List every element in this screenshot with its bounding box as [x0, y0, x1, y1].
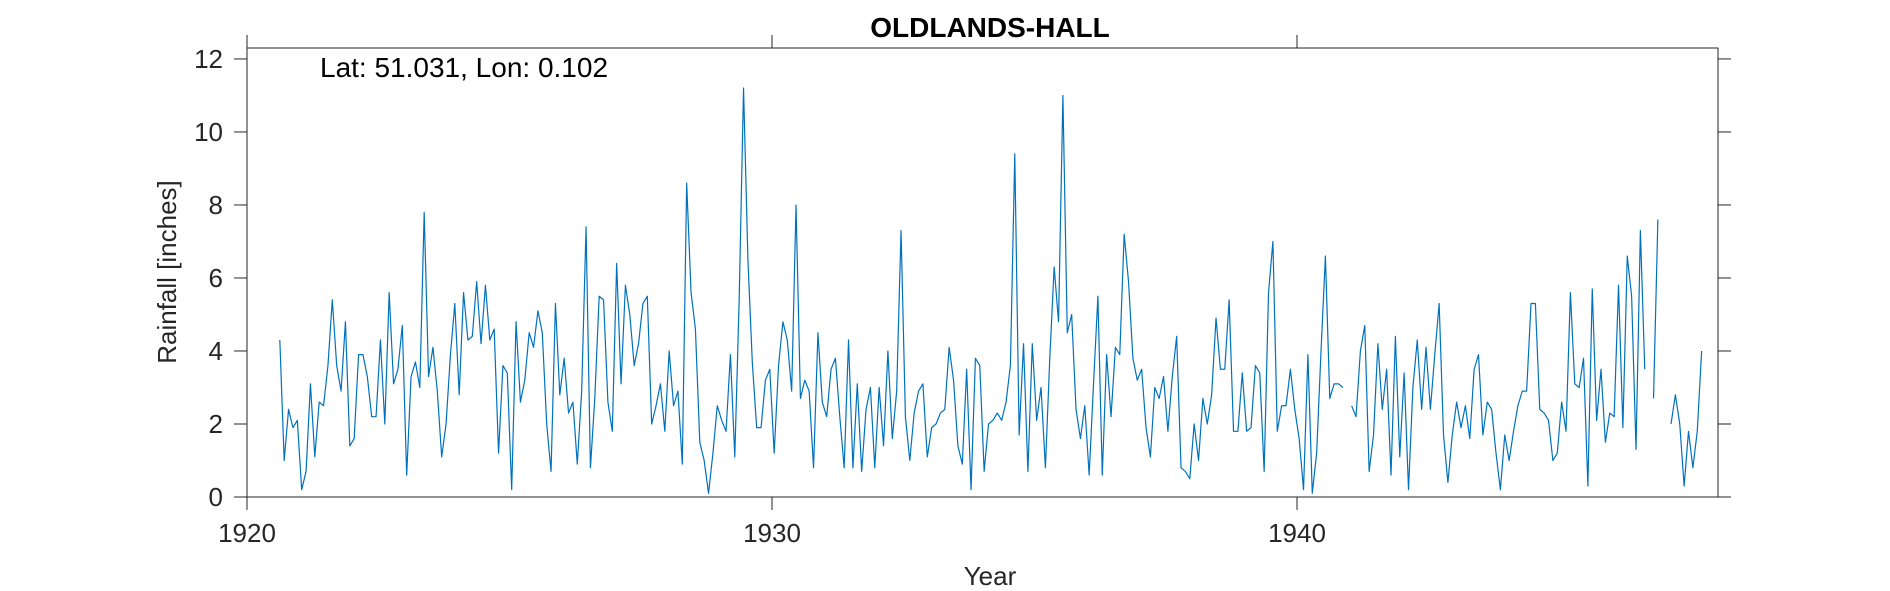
rainfall-series-line: [279, 87, 1344, 494]
x-axis-ticks: 1920 1930 1940: [218, 35, 1326, 548]
x-tick-label: 1920: [218, 518, 276, 548]
rainfall-series-line: [1351, 229, 1646, 491]
rainfall-series-line: [1652, 219, 1659, 399]
series-layer: [279, 87, 1703, 494]
plot-frame: [246, 47, 1719, 498]
rainfall-series-line: [1670, 350, 1703, 487]
y-tick-label: 8: [209, 190, 223, 220]
chart-title: OLDLANDS-HALL: [870, 12, 1110, 43]
y-tick-label: 10: [194, 117, 223, 147]
location-annotation: Lat: 51.031, Lon: 0.102: [320, 52, 608, 83]
y-tick-label: 0: [209, 482, 223, 512]
x-axis-label: Year: [964, 561, 1017, 591]
y-axis-label: Rainfall [inches]: [152, 180, 182, 364]
x-tick-label: 1930: [743, 518, 801, 548]
x-tick-label: 1940: [1268, 518, 1326, 548]
y-tick-label: 6: [209, 263, 223, 293]
y-tick-label: 2: [209, 409, 223, 439]
plot-box: [246, 47, 1719, 498]
y-axis-ticks: 0 2 4 6 8 10 12: [194, 44, 1731, 512]
y-tick-label: 4: [209, 336, 223, 366]
y-tick-label: 12: [194, 44, 223, 74]
